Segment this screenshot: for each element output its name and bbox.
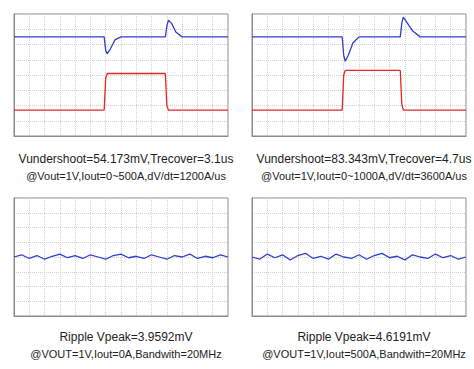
svg-text:Ripple Vpeak=3.9592mV: Ripple Vpeak=3.9592mV <box>59 330 192 344</box>
svg-text:Vundershoot=83.343mV,Trecover=: Vundershoot=83.343mV,Trecover=4.7us <box>257 152 472 166</box>
svg-text:@VOUT=1V,Iout=0A,Bandwith=20MH: @VOUT=1V,Iout=0A,Bandwith=20MHz <box>30 348 221 360</box>
svg-text:Vundershoot=54.173mV,Trecover=: Vundershoot=54.173mV,Trecover=3.1us <box>19 152 234 166</box>
svg-text:@VOUT=1V,Iout=500A,Bandwith=20: @VOUT=1V,Iout=500A,Bandwith=20MHz <box>262 348 466 360</box>
svg-text:@Vout=1V,Iout=0~1000A,dV/dt=36: @Vout=1V,Iout=0~1000A,dV/dt=3600A/us <box>261 170 467 182</box>
svg-text:@Vout=1V,Iout=0~500A,dV/dt=120: @Vout=1V,Iout=0~500A,dV/dt=1200A/us <box>26 170 226 182</box>
svg-text:Ripple Vpeak=4.6191mV: Ripple Vpeak=4.6191mV <box>297 330 430 344</box>
